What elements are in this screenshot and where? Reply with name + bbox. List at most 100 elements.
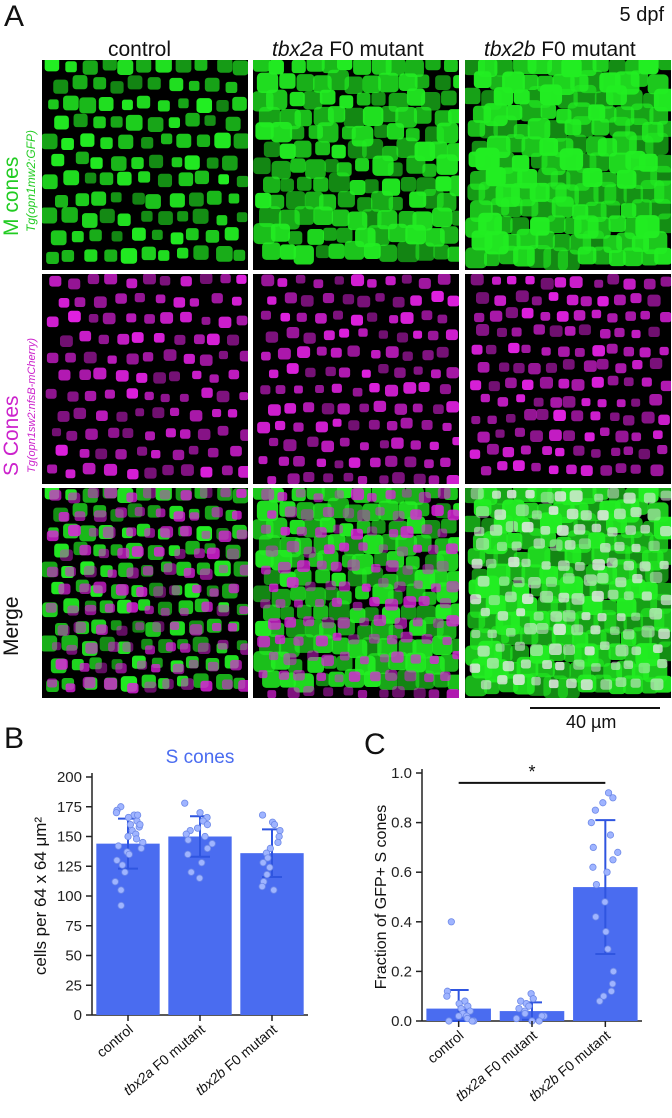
green-cone [121,99,133,111]
magenta-cone [83,351,97,364]
magenta-cone [592,345,605,357]
green-cone [371,92,386,106]
magenta-cone [513,363,525,374]
magenta-cone [142,352,154,362]
green-cone [493,115,518,138]
magenta-cone [58,297,70,308]
green-cone [63,95,79,111]
magenta-cone [46,316,59,328]
magenta-cone [261,565,271,575]
magenta-cone [545,362,557,373]
magenta-cone [275,599,286,608]
green-cone [155,488,172,501]
magenta-cone [611,661,621,671]
green-cone [547,60,564,76]
magenta-cone [611,447,621,457]
magenta-cone [469,663,481,673]
magenta-cone [293,422,304,432]
green-cone [447,246,459,262]
magenta-cone [639,347,651,358]
magenta-cone [66,430,78,441]
magenta-cone [536,408,549,420]
green-cone [79,525,97,542]
green-cone [630,70,649,87]
magenta-cone [212,622,222,632]
data-point [124,813,133,822]
green-cone [658,60,671,71]
magenta-cone [313,279,324,289]
green-cone [232,60,248,76]
magenta-cone [446,581,459,593]
magenta-cone [386,420,398,431]
green-cone [132,227,146,241]
magenta-cone [96,410,108,422]
green-cone [319,194,337,211]
magenta-cone [474,526,485,537]
magenta-cone [477,576,490,587]
green-cone [151,229,163,240]
magenta-cone [428,689,440,698]
magenta-cone [343,472,354,482]
magenta-cone [563,430,575,442]
green-cone [519,100,543,122]
magenta-cone [607,375,619,386]
magenta-cone [549,429,562,442]
magenta-cone [369,597,380,607]
magenta-cone [212,408,222,418]
magenta-cone [201,530,211,539]
magenta-cone [131,332,144,343]
magenta-cone [385,455,398,467]
chart-title: S cones [166,747,235,768]
magenta-cone [325,366,336,377]
y-tick-label: 125 [57,858,82,875]
magenta-cone [104,274,118,285]
magenta-cone [640,310,650,320]
magenta-cone [555,661,565,671]
magenta-cone [533,611,544,621]
magenta-cone [623,629,635,640]
bar [168,836,232,1015]
magenta-cone [384,384,399,397]
magenta-cone [562,359,575,370]
green-cone [582,230,605,251]
data-point [136,821,144,829]
data-point [600,992,608,1000]
magenta-cone [597,510,609,521]
data-point [111,878,119,886]
magenta-cone [486,657,499,669]
green-cone [344,76,363,94]
magenta-cone [126,602,139,613]
data-point [589,863,597,871]
magenta-cone [649,607,663,620]
green-cone [371,190,394,212]
magenta-cone [391,651,404,663]
magenta-cone [316,672,327,681]
green-cone [228,193,240,204]
green-cone [42,635,58,652]
magenta-cone [286,540,300,553]
magenta-cone [325,580,336,591]
magenta-cone [623,415,635,426]
magenta-cone [179,607,189,616]
magenta-cone [239,606,248,615]
magenta-cone [623,346,635,357]
magenta-cone [660,311,671,323]
green-cone [494,644,513,662]
green-cone [127,75,143,90]
magenta-cone [180,311,192,323]
magenta-cone [267,476,277,484]
green-cone [271,160,291,180]
green-cone [42,174,58,190]
green-cone [48,99,59,110]
magenta-cone [46,530,59,542]
magenta-cone [549,325,563,337]
significance-star: * [528,762,535,782]
magenta-cone [321,654,335,667]
green-cone [194,488,208,499]
magenta-cone [145,645,155,655]
magenta-cone [599,641,610,651]
magenta-cone [227,409,238,418]
magenta-cone [497,611,509,621]
magenta-cone [445,329,458,341]
magenta-cone [437,488,451,499]
